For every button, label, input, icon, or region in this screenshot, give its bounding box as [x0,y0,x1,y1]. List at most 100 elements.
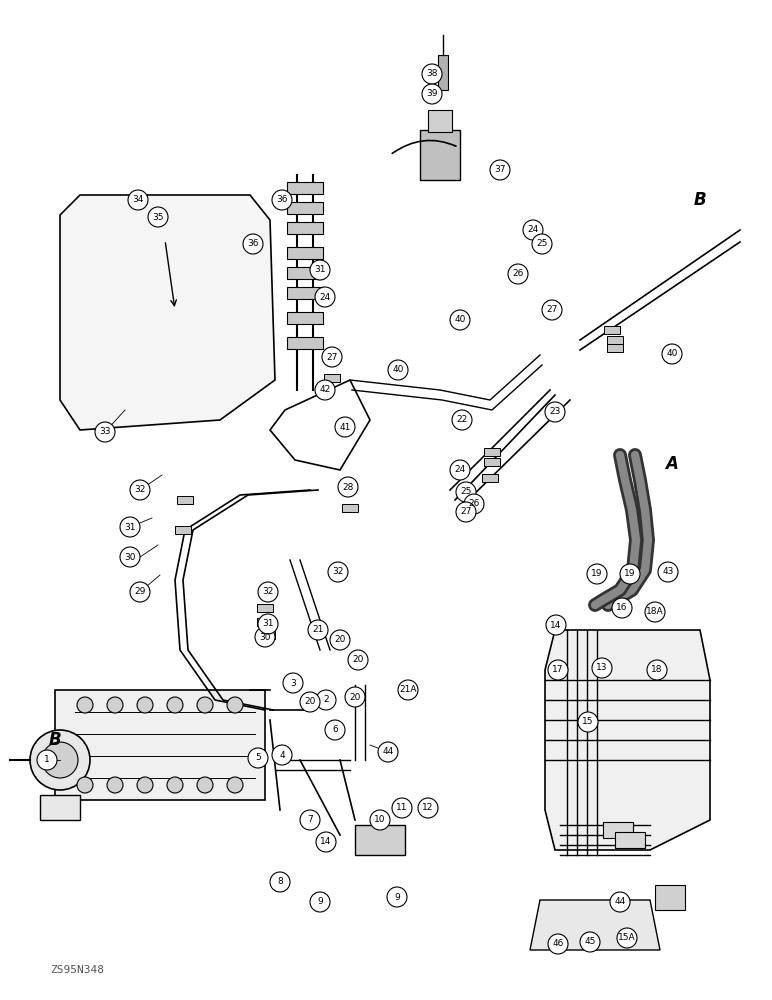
Circle shape [617,928,637,948]
Text: 20: 20 [304,698,316,706]
Circle shape [335,417,355,437]
Circle shape [392,798,412,818]
FancyBboxPatch shape [484,458,500,466]
Circle shape [330,630,350,650]
FancyBboxPatch shape [484,448,500,456]
Circle shape [464,494,484,514]
Text: 6: 6 [332,726,338,734]
FancyBboxPatch shape [428,110,452,132]
Circle shape [120,547,140,567]
Text: 14: 14 [320,838,332,846]
Circle shape [658,562,678,582]
Text: 44: 44 [615,898,625,906]
FancyBboxPatch shape [603,822,633,838]
Circle shape [272,190,292,210]
Text: 9: 9 [394,892,400,902]
Text: 10: 10 [374,816,386,824]
Text: 34: 34 [132,196,144,205]
Text: 32: 32 [262,587,274,596]
Circle shape [545,402,565,422]
FancyBboxPatch shape [615,832,645,848]
Text: 1: 1 [44,756,50,764]
Text: 12: 12 [422,804,434,812]
Text: 27: 27 [327,353,337,361]
FancyBboxPatch shape [420,130,460,180]
Circle shape [422,64,442,84]
Circle shape [450,310,470,330]
Text: 26: 26 [513,269,523,278]
Circle shape [310,260,330,280]
Circle shape [167,697,183,713]
Text: 18A: 18A [646,607,664,616]
FancyBboxPatch shape [287,267,323,279]
Circle shape [370,810,390,830]
Circle shape [592,658,612,678]
Circle shape [258,582,278,602]
Circle shape [107,697,123,713]
Polygon shape [545,630,710,850]
Circle shape [137,777,153,793]
Text: 20: 20 [349,692,361,702]
Text: 31: 31 [124,522,136,532]
Circle shape [130,480,150,500]
Text: 23: 23 [550,408,560,416]
FancyBboxPatch shape [287,202,323,214]
Text: 31: 31 [262,619,274,629]
Text: 25: 25 [537,239,547,248]
FancyBboxPatch shape [438,55,448,90]
Text: 5: 5 [255,754,261,762]
Text: 30: 30 [259,633,271,642]
Circle shape [37,750,57,770]
Circle shape [456,502,476,522]
Text: 21A: 21A [399,686,417,694]
FancyBboxPatch shape [287,222,323,234]
Circle shape [270,872,290,892]
Text: 32: 32 [332,568,344,576]
Text: 33: 33 [100,428,110,436]
Text: 29: 29 [134,587,146,596]
Circle shape [227,777,243,793]
Circle shape [508,264,528,284]
Text: 2: 2 [323,696,329,704]
Circle shape [532,234,552,254]
Text: 28: 28 [342,483,354,491]
Text: 44: 44 [382,748,394,756]
Circle shape [325,720,345,740]
Circle shape [546,615,566,635]
Text: 19: 19 [625,570,636,578]
Circle shape [197,697,213,713]
Text: 39: 39 [426,90,438,99]
Text: 40: 40 [454,316,466,324]
Circle shape [450,460,470,480]
Circle shape [128,190,148,210]
FancyBboxPatch shape [55,690,265,800]
FancyBboxPatch shape [177,496,193,504]
Text: 9: 9 [317,898,323,906]
Circle shape [578,712,598,732]
Circle shape [612,598,632,618]
Circle shape [422,84,442,104]
FancyBboxPatch shape [40,795,80,820]
FancyBboxPatch shape [342,504,358,512]
Circle shape [322,347,342,367]
Text: 25: 25 [460,488,472,496]
Circle shape [315,380,335,400]
FancyBboxPatch shape [324,374,340,382]
Text: 27: 27 [460,508,472,516]
Text: 42: 42 [320,385,330,394]
Circle shape [300,810,320,830]
Circle shape [120,517,140,537]
Circle shape [95,422,115,442]
Circle shape [137,697,153,713]
Circle shape [548,934,568,954]
Circle shape [645,602,665,622]
Text: 11: 11 [396,804,408,812]
Circle shape [620,564,640,584]
Circle shape [452,410,472,430]
FancyBboxPatch shape [607,336,623,344]
Circle shape [662,344,682,364]
Circle shape [300,692,320,712]
Text: 14: 14 [550,620,562,630]
Circle shape [310,892,330,912]
Circle shape [77,777,93,793]
